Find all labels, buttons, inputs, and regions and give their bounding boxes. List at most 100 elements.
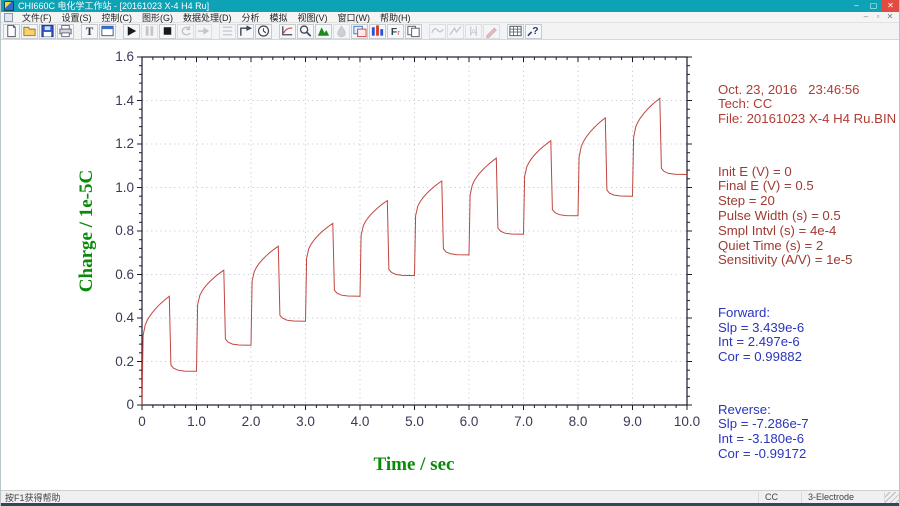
parameter-line: Pulse Width (s) = 0.5 [718,207,841,223]
open-folder-icon[interactable] [21,23,38,39]
save-icon[interactable] [39,23,56,39]
y-tick-label: 0.4 [115,310,134,325]
zoom-icon[interactable] [279,23,296,39]
x-tick-label: 5.0 [405,414,424,429]
baseline-pen-icon [483,23,500,39]
document-icon [4,12,13,22]
mdi-window-controls: – ▫ ✕ [860,12,896,22]
cell-control-icon [219,23,236,39]
parameter-line: Step = 20 [718,193,775,209]
status-technique: CC [758,491,801,503]
svg-text:?: ? [532,26,538,37]
menu-item[interactable]: 数据处理(D) [183,12,232,23]
menu-item[interactable]: 控制(C) [101,12,133,23]
mdi-close-button[interactable]: ✕ [886,12,894,21]
x-tick-label: 7.0 [514,414,533,429]
x-axis-title: Time / sec [373,454,455,475]
results-panel: Oct. 23, 2016 23:46:56 Tech: CC File: 2016… [718,53,896,499]
result-line: Reverse: [718,401,771,417]
menu-bar: 文件(F) 设置(S) 控制(C) 图形(G) 数据处理(D) 分析 模拟 视图(V) 窗口(W… [1,12,899,23]
svg-text:r: r [397,28,400,37]
result-line: Cor = -0.99172 [718,445,807,461]
menu-item[interactable]: 文件(F) [22,12,52,23]
info-line: Oct. 23, 2016 23:46:56 [718,81,860,97]
result-line: Cor = 0.99882 [718,349,802,365]
plot-client-area: Charge / 1e-5C Time / sec 0 1.0 2.0 3.0 4.0 5… [1,40,899,490]
manual-result-icon[interactable] [297,23,314,39]
menu-items: 文件(F) 设置(S) 控制(C) 图形(G) 数据处理(D) 分析 模拟 视图(V) 窗口(W… [17,11,860,24]
x-tick-label: 4.0 [350,414,370,429]
parameters-block: Init E (V) = 0 Final E (V) = 0.5 Step = 20… [718,163,896,269]
macro-icon[interactable] [237,23,254,39]
smooth-icon [429,23,446,39]
help-icon[interactable]: ? [525,23,542,39]
result-line: Slp = 3.439e-6 [718,319,805,335]
overlay-plots-icon[interactable] [351,23,368,39]
x-tick-label: 3.0 [296,414,315,429]
forward-results-block: Forward: Slp = 3.439e-6 Int = 2.497e-6 Cor … [718,304,896,365]
parameter-line: Quiet Time (s) = 2 [718,237,824,253]
menu-item[interactable]: 帮助(H) [380,12,411,23]
mdi-restore-button[interactable]: ▫ [876,12,880,21]
chart-canvas [137,56,692,410]
svg-text:T: T [86,26,94,38]
window-bottom-border [1,503,899,506]
integration-icon: A [465,23,482,39]
parameters-icon[interactable] [99,23,116,39]
new-file-icon[interactable] [3,23,20,39]
menu-item[interactable]: 分析 [241,12,260,23]
parameter-line: Init E (V) = 0 [718,163,792,179]
title-bar: CHI660C 电化学工作站 - [20161023 X-4 H4 Ru] – … [1,0,899,12]
chart: Charge / 1e-5C Time / sec 0 1.0 2.0 3.0 4.0 5… [1,40,899,490]
menu-item[interactable]: 视图(V) [297,12,328,23]
y-tick-label: 1.2 [115,136,134,151]
x-tick-label: 9.0 [623,414,642,429]
status-help-text: 按F1获得帮助 [5,492,61,503]
menu-item[interactable]: 设置(S) [61,12,92,23]
drop-shape-icon [333,23,350,39]
info-line: File: 20161023 X-4 H4 Ru.BIN [718,111,897,127]
data-listing-icon[interactable] [507,23,524,39]
y-tick-label: 1.6 [115,49,134,64]
y-tick-label: 0.6 [115,266,134,282]
x-tick-label: 2.0 [241,414,261,429]
file-info-block: Oct. 23, 2016 23:46:56 Tech: CC File: 2016… [718,81,897,127]
menu-item[interactable]: 模拟 [269,12,288,23]
reverse-results-block: Reverse: Slp = -7.286e-7 Int = -3.180e-6 Co… [718,401,896,462]
close-button[interactable]: ✕ [882,0,899,12]
status-electrode-mode: 3-Electrode [801,491,884,503]
svg-text:A: A [471,27,476,36]
info-line: Tech: CC [718,96,773,112]
continue-icon [195,23,212,39]
result-line: Slp = -7.286e-7 [718,416,809,432]
technique-icon[interactable]: T [81,23,98,39]
minimize-button[interactable]: – [854,1,859,10]
result-line: Forward: [718,304,771,320]
menu-item[interactable]: 图形(G) [142,12,173,23]
resize-grip[interactable] [884,491,899,503]
peak-definition-icon[interactable] [315,23,332,39]
status-bar: 按F1获得帮助 CC 3-Electrode [1,490,899,503]
stop-icon[interactable] [159,23,176,39]
reverse-icon [177,23,194,39]
copy-graph-icon[interactable] [405,23,422,39]
parameter-line: Sensitivity (A/V) = 1e-5 [718,252,853,268]
run-icon[interactable] [123,23,140,39]
y-tick-label: 1.0 [115,179,134,195]
menu-item[interactable]: 窗口(W) [337,12,371,23]
svg-text:F: F [391,27,397,38]
maximize-button[interactable]: ▢ [869,1,878,10]
x-tick-label: 6.0 [459,414,479,429]
x-tick-label: 10.0 [673,414,701,429]
derivative-icon [447,23,464,39]
timer-icon[interactable] [255,23,272,39]
color-legend-icon[interactable] [369,23,386,39]
x-tick-label: 0 [138,414,146,429]
y-tick-label: 0.2 [115,353,134,369]
print-icon[interactable] [57,23,74,39]
window-title: CHI660C 电化学工作站 - [20161023 X-4 H4 Ru] [18,1,210,11]
mdi-minimize-button[interactable]: – [863,12,869,21]
